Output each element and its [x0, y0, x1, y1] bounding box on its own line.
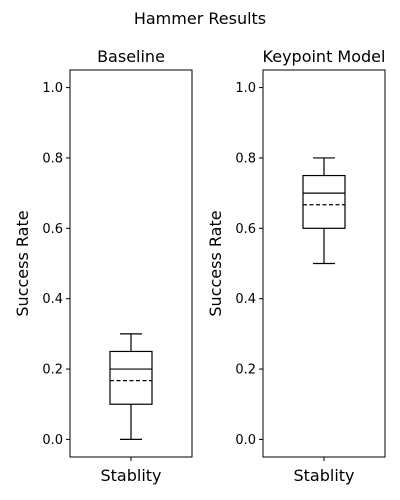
y-axis-label: Success Rate	[206, 210, 225, 316]
subplot-title: Keypoint Model	[263, 47, 386, 66]
y-tick-label: 0.8	[235, 151, 256, 166]
y-tick-label: 0.0	[235, 433, 256, 448]
y-axis-label: Success Rate	[13, 210, 32, 316]
x-tick-label: Stablity	[100, 466, 161, 485]
subplots: Baseline 0.0 0.2 0.4 0.6 0.8 1.0 Success Rate St…	[13, 47, 386, 485]
subplot-title: Baseline	[97, 47, 165, 66]
axes-frame	[69, 69, 193, 458]
y-tick-label: 0.2	[235, 363, 256, 378]
y-tick-label: 0.6	[235, 222, 256, 237]
subplot-1: Baseline 0.0 0.2 0.4 0.6 0.8 1.0 Success Rate St…	[13, 47, 193, 485]
y-tick-label: 1.0	[235, 81, 256, 96]
boxplot	[109, 333, 153, 441]
y-tick-label: 1.0	[42, 81, 63, 96]
y-tick-label: 0.4	[42, 292, 63, 307]
y-tick-label: 0.0	[42, 433, 63, 448]
boxplot	[302, 157, 346, 265]
y-tick-label: 0.2	[42, 363, 63, 378]
subplot-2: Keypoint Model 0.0 0.2 0.4 0.6 0.8 1.0 Success …	[206, 47, 386, 485]
y-tick-label: 0.4	[235, 292, 256, 307]
box-iqr	[109, 350, 153, 405]
y-tick-label: 0.8	[42, 151, 63, 166]
y-tick-label: 0.6	[42, 222, 63, 237]
figure-suptitle: Hammer Results	[134, 9, 266, 28]
box-iqr	[302, 174, 346, 229]
x-tick-label: Stablity	[293, 466, 354, 485]
